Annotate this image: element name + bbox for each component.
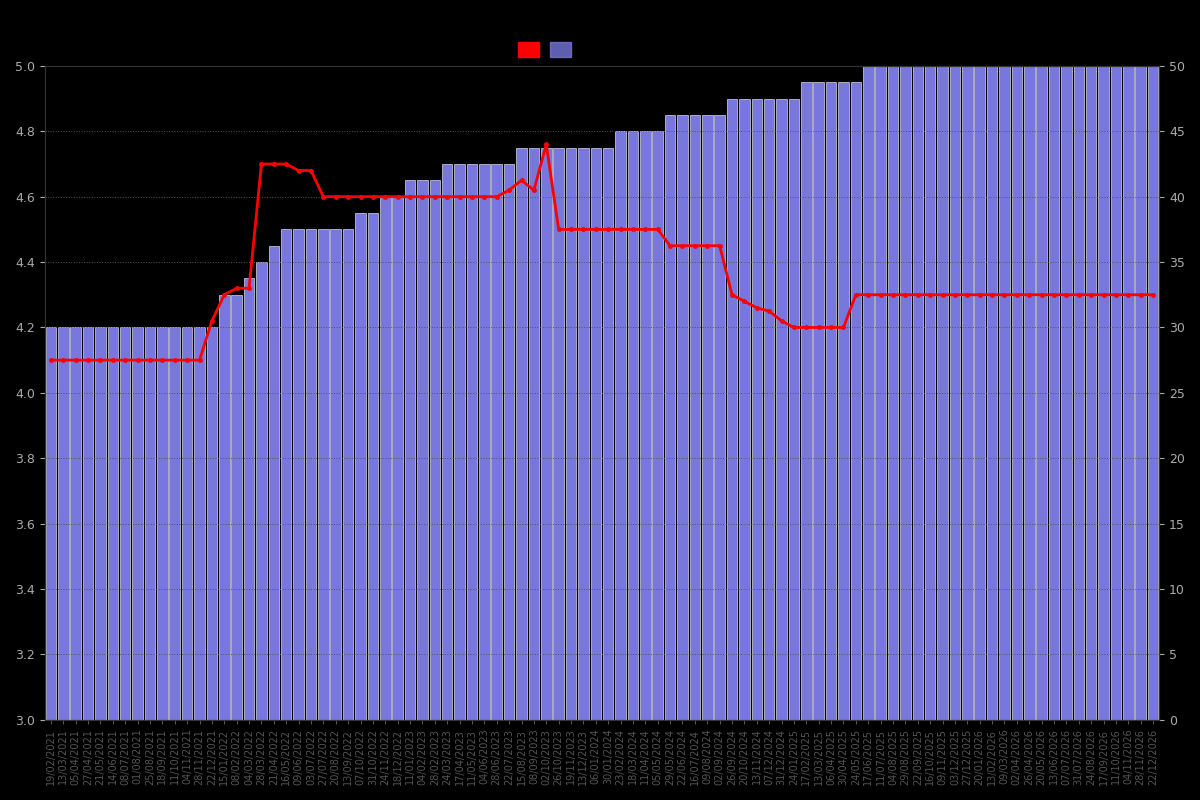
Bar bbox=[937, 66, 948, 720]
Bar bbox=[962, 66, 972, 720]
Bar bbox=[826, 82, 836, 720]
Bar bbox=[751, 98, 762, 720]
Bar bbox=[71, 327, 80, 720]
Bar bbox=[404, 180, 415, 720]
Bar bbox=[182, 327, 192, 720]
Bar bbox=[802, 82, 811, 720]
Bar bbox=[1037, 66, 1046, 720]
Bar bbox=[83, 327, 94, 720]
Bar bbox=[367, 213, 378, 720]
Bar bbox=[541, 148, 552, 720]
Bar bbox=[739, 98, 750, 720]
Bar bbox=[467, 164, 478, 720]
Bar bbox=[206, 327, 217, 720]
Bar bbox=[120, 327, 131, 720]
Bar bbox=[392, 197, 403, 720]
Bar bbox=[1098, 66, 1109, 720]
Bar bbox=[529, 148, 539, 720]
Bar bbox=[839, 82, 848, 720]
Bar bbox=[974, 66, 985, 720]
Bar bbox=[455, 164, 464, 720]
Bar bbox=[220, 294, 229, 720]
Bar bbox=[516, 148, 527, 720]
Bar bbox=[875, 66, 886, 720]
Bar bbox=[330, 230, 341, 720]
Bar bbox=[418, 180, 427, 720]
Bar bbox=[281, 230, 292, 720]
Bar bbox=[430, 180, 440, 720]
Bar bbox=[665, 115, 676, 720]
Bar bbox=[95, 327, 106, 720]
Bar bbox=[343, 230, 353, 720]
Bar bbox=[269, 246, 280, 720]
Bar bbox=[232, 294, 242, 720]
Bar bbox=[788, 98, 799, 720]
Bar bbox=[492, 164, 502, 720]
Bar bbox=[565, 148, 576, 720]
Bar bbox=[888, 66, 899, 720]
Bar bbox=[986, 66, 997, 720]
Bar bbox=[1024, 66, 1034, 720]
Bar bbox=[132, 327, 143, 720]
Bar bbox=[714, 115, 725, 720]
Bar bbox=[814, 82, 824, 720]
Bar bbox=[949, 66, 960, 720]
Bar bbox=[628, 131, 638, 720]
Bar bbox=[553, 148, 564, 720]
Bar bbox=[1061, 66, 1072, 720]
Bar bbox=[355, 213, 366, 720]
Bar bbox=[1049, 66, 1060, 720]
Bar bbox=[108, 327, 118, 720]
Bar bbox=[380, 197, 390, 720]
Bar bbox=[1135, 66, 1146, 720]
Bar bbox=[1148, 66, 1158, 720]
Bar bbox=[169, 327, 180, 720]
Bar bbox=[58, 327, 68, 720]
Bar bbox=[306, 230, 317, 720]
Bar bbox=[602, 148, 613, 720]
Bar bbox=[46, 327, 56, 720]
Bar bbox=[776, 98, 787, 720]
Legend: , : , bbox=[512, 37, 581, 63]
Bar bbox=[690, 115, 700, 720]
Bar bbox=[1074, 66, 1084, 720]
Bar bbox=[1000, 66, 1009, 720]
Bar bbox=[590, 148, 601, 720]
Bar bbox=[244, 278, 254, 720]
Bar bbox=[504, 164, 515, 720]
Bar bbox=[157, 327, 168, 720]
Bar bbox=[702, 115, 713, 720]
Bar bbox=[194, 327, 205, 720]
Bar bbox=[863, 66, 874, 720]
Bar bbox=[616, 131, 626, 720]
Bar bbox=[1111, 66, 1121, 720]
Bar bbox=[1012, 66, 1022, 720]
Bar bbox=[479, 164, 490, 720]
Bar bbox=[145, 327, 155, 720]
Bar bbox=[1123, 66, 1134, 720]
Bar bbox=[677, 115, 688, 720]
Bar bbox=[727, 98, 737, 720]
Bar bbox=[925, 66, 936, 720]
Bar bbox=[851, 82, 862, 720]
Bar bbox=[653, 131, 662, 720]
Bar bbox=[256, 262, 266, 720]
Bar bbox=[318, 230, 329, 720]
Bar bbox=[912, 66, 923, 720]
Bar bbox=[900, 66, 911, 720]
Bar bbox=[640, 131, 650, 720]
Bar bbox=[764, 98, 774, 720]
Bar bbox=[1086, 66, 1097, 720]
Bar bbox=[442, 164, 452, 720]
Bar bbox=[293, 230, 304, 720]
Bar bbox=[578, 148, 589, 720]
